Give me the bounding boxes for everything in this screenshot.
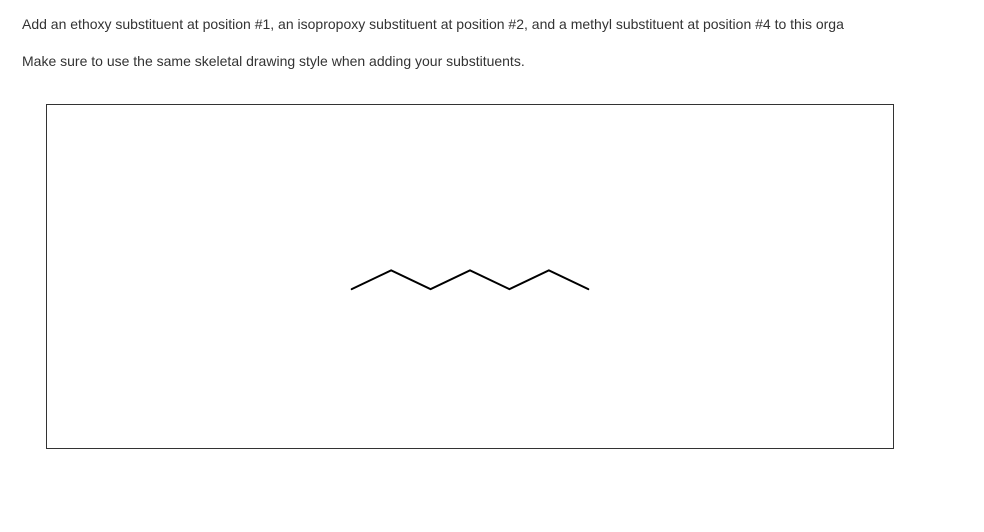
instruction-line-1: Add an ethoxy substituent at position #1… bbox=[22, 14, 962, 35]
drawing-canvas[interactable] bbox=[46, 104, 894, 449]
instruction-line-2: Make sure to use the same skeletal drawi… bbox=[22, 51, 962, 72]
skeletal-molecule[interactable] bbox=[332, 268, 608, 292]
carbon-chain bbox=[352, 270, 589, 289]
